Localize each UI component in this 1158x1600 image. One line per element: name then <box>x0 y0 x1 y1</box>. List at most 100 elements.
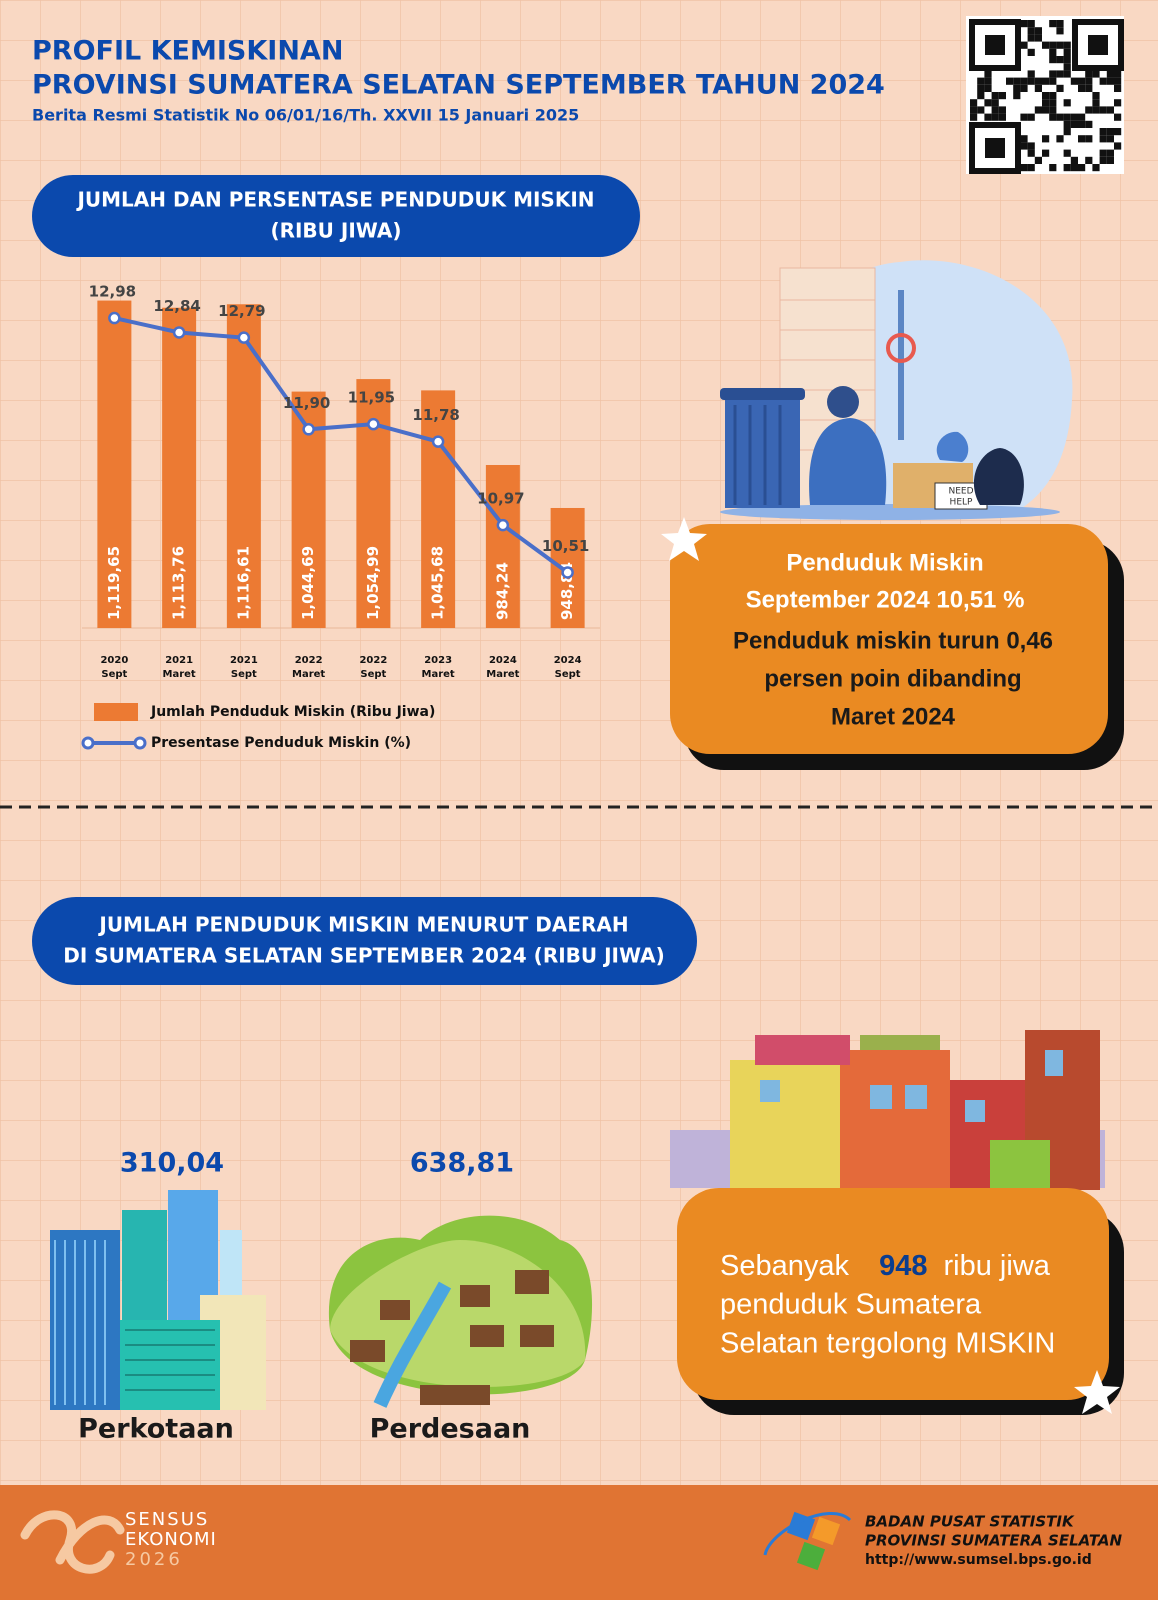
qr-finder <box>1072 19 1124 71</box>
callout-text: Penduduk Miskin <box>786 549 983 576</box>
x-tick-label: 2021 <box>165 655 193 666</box>
point-value-label: 10,51 <box>542 537 589 555</box>
qr-cell <box>1063 128 1071 136</box>
qr-cell <box>1034 27 1042 35</box>
x-tick-label: 2022 <box>295 655 323 666</box>
qr-cell <box>1027 113 1035 121</box>
qr-cell <box>1099 128 1107 136</box>
star <box>1074 1370 1120 1414</box>
qr-cell <box>1063 41 1071 49</box>
qr-cell <box>1027 34 1035 42</box>
qr-cell <box>970 113 978 121</box>
bar-value-label: 1,044,69 <box>299 546 317 620</box>
qr-cell <box>1027 77 1035 85</box>
qr-cell <box>1056 56 1064 64</box>
bar <box>162 307 197 628</box>
title-line: PROVINSI SUMATERA SELATAN SEPTEMBER TAHU… <box>32 70 885 101</box>
callout-text: penduduk Sumatera <box>720 1289 982 1321</box>
qr-cell <box>1085 106 1093 114</box>
section-title: DI SUMATERA SELATAN SEPTEMBER 2024 (RIBU… <box>63 944 665 968</box>
qr-cell <box>1099 149 1107 157</box>
qr-cell <box>1092 106 1100 114</box>
qr-cell <box>1027 27 1035 35</box>
qr-cell <box>1049 20 1057 28</box>
bar-value-label: 1,113,76 <box>170 546 188 620</box>
callout-text: Penduduk miskin turun 0,46 <box>733 627 1053 654</box>
line-point <box>367 417 380 431</box>
qr-cell <box>1106 128 1114 136</box>
illustration-slum <box>670 1030 1105 1190</box>
sign-text: NEED <box>948 487 973 497</box>
qr-cell <box>1027 142 1035 150</box>
qr-cell <box>1078 113 1086 121</box>
qr-cell <box>1063 63 1071 71</box>
qr-cell <box>1049 41 1057 49</box>
qr-cell <box>1020 164 1028 172</box>
x-tick-label: 2020 <box>100 655 128 666</box>
legend-swatch <box>94 703 138 721</box>
callout-text: Maret 2024 <box>831 703 956 730</box>
title-line: PROFIL KEMISKINAN <box>32 36 343 67</box>
footer-text: SENSUS <box>125 1509 209 1530</box>
bar <box>485 464 520 628</box>
x-tick-label: 2023 <box>424 655 452 666</box>
x-tick-label: 2022 <box>359 655 387 666</box>
footer-text: http://www.sumsel.bps.go.id <box>865 1552 1092 1568</box>
qr-cell <box>1056 20 1064 28</box>
qr-cell <box>1034 84 1042 92</box>
qr-finder <box>1088 35 1108 55</box>
callout-word: ribu jiwa <box>944 1250 1051 1282</box>
qr-cell <box>1042 135 1050 143</box>
bar-value-label: 1,116,61 <box>234 546 252 620</box>
qr-cell <box>1085 77 1093 85</box>
sign-text: HELP <box>950 498 973 508</box>
qr-cell <box>1114 128 1122 136</box>
section-title: JUMLAH PENDUDUK MISKIN MENURUT DAERAH <box>97 913 628 937</box>
legend-swatch <box>133 736 147 750</box>
qr-cell <box>1099 156 1107 164</box>
qr-cell <box>1013 84 1021 92</box>
bar <box>97 300 132 628</box>
line <box>113 316 569 575</box>
footer <box>0 1485 1158 1600</box>
qr-cell <box>1114 99 1122 107</box>
region-label: Perkotaan <box>78 1414 234 1445</box>
qr-code <box>966 16 1124 174</box>
qr-cell <box>1049 164 1057 172</box>
section-pill <box>32 175 640 257</box>
qr-cell <box>1020 77 1028 85</box>
qr-cell <box>1020 41 1028 49</box>
bar-value-label: 1,119,65 <box>105 546 123 620</box>
callout-word: Sebanyak <box>720 1250 849 1282</box>
qr-cell <box>1078 84 1086 92</box>
line-point <box>496 518 510 532</box>
callout-text: Sebanyak 948 ribu jiwa <box>720 1250 1051 1282</box>
qr-cell <box>1099 77 1107 85</box>
illustration-village <box>328 1215 593 1408</box>
qr-cell <box>1106 70 1114 78</box>
qr-cell <box>984 84 992 92</box>
qr-cell <box>1020 135 1028 143</box>
point-value-label: 11,90 <box>283 394 330 412</box>
qr-cell <box>1063 120 1071 128</box>
qr-cell <box>1092 164 1100 172</box>
x-tick-label: Sept <box>231 669 257 680</box>
illustration-poverty: NEED HELP <box>720 260 1073 520</box>
qr-cell <box>1042 92 1050 100</box>
qr-cell <box>984 70 992 78</box>
region-value: 310,04 <box>120 1148 224 1179</box>
qr-cell <box>1063 99 1071 107</box>
qr-cell <box>984 99 992 107</box>
qr-cell <box>1099 135 1107 143</box>
qr-cell <box>1063 149 1071 157</box>
qr-cell <box>991 92 999 100</box>
x-tick-label: Sept <box>555 669 581 680</box>
qr-cell <box>1106 149 1114 157</box>
qr-cell <box>977 77 985 85</box>
qr-cell <box>1042 77 1050 85</box>
qr-cell <box>1056 135 1064 143</box>
qr-cell <box>1027 164 1035 172</box>
qr-cell <box>1063 70 1071 78</box>
qr-cell <box>1056 70 1064 78</box>
bar <box>421 390 456 628</box>
